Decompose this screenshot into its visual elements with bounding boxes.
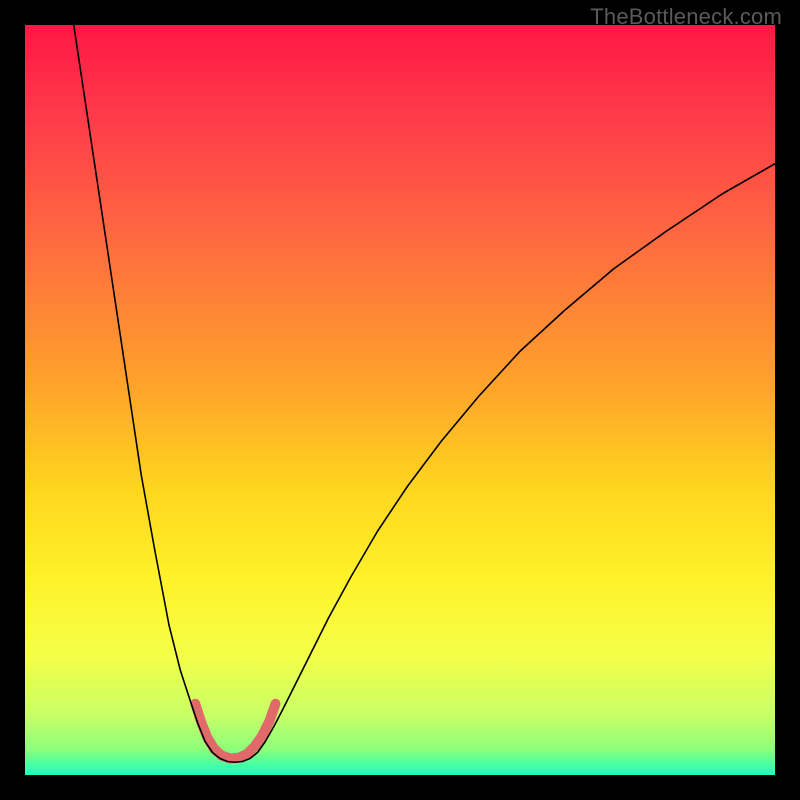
plot-svg [25, 25, 775, 775]
watermark-text: TheBottleneck.com [590, 4, 782, 30]
plot-area [25, 25, 775, 775]
plot-background [25, 25, 775, 775]
